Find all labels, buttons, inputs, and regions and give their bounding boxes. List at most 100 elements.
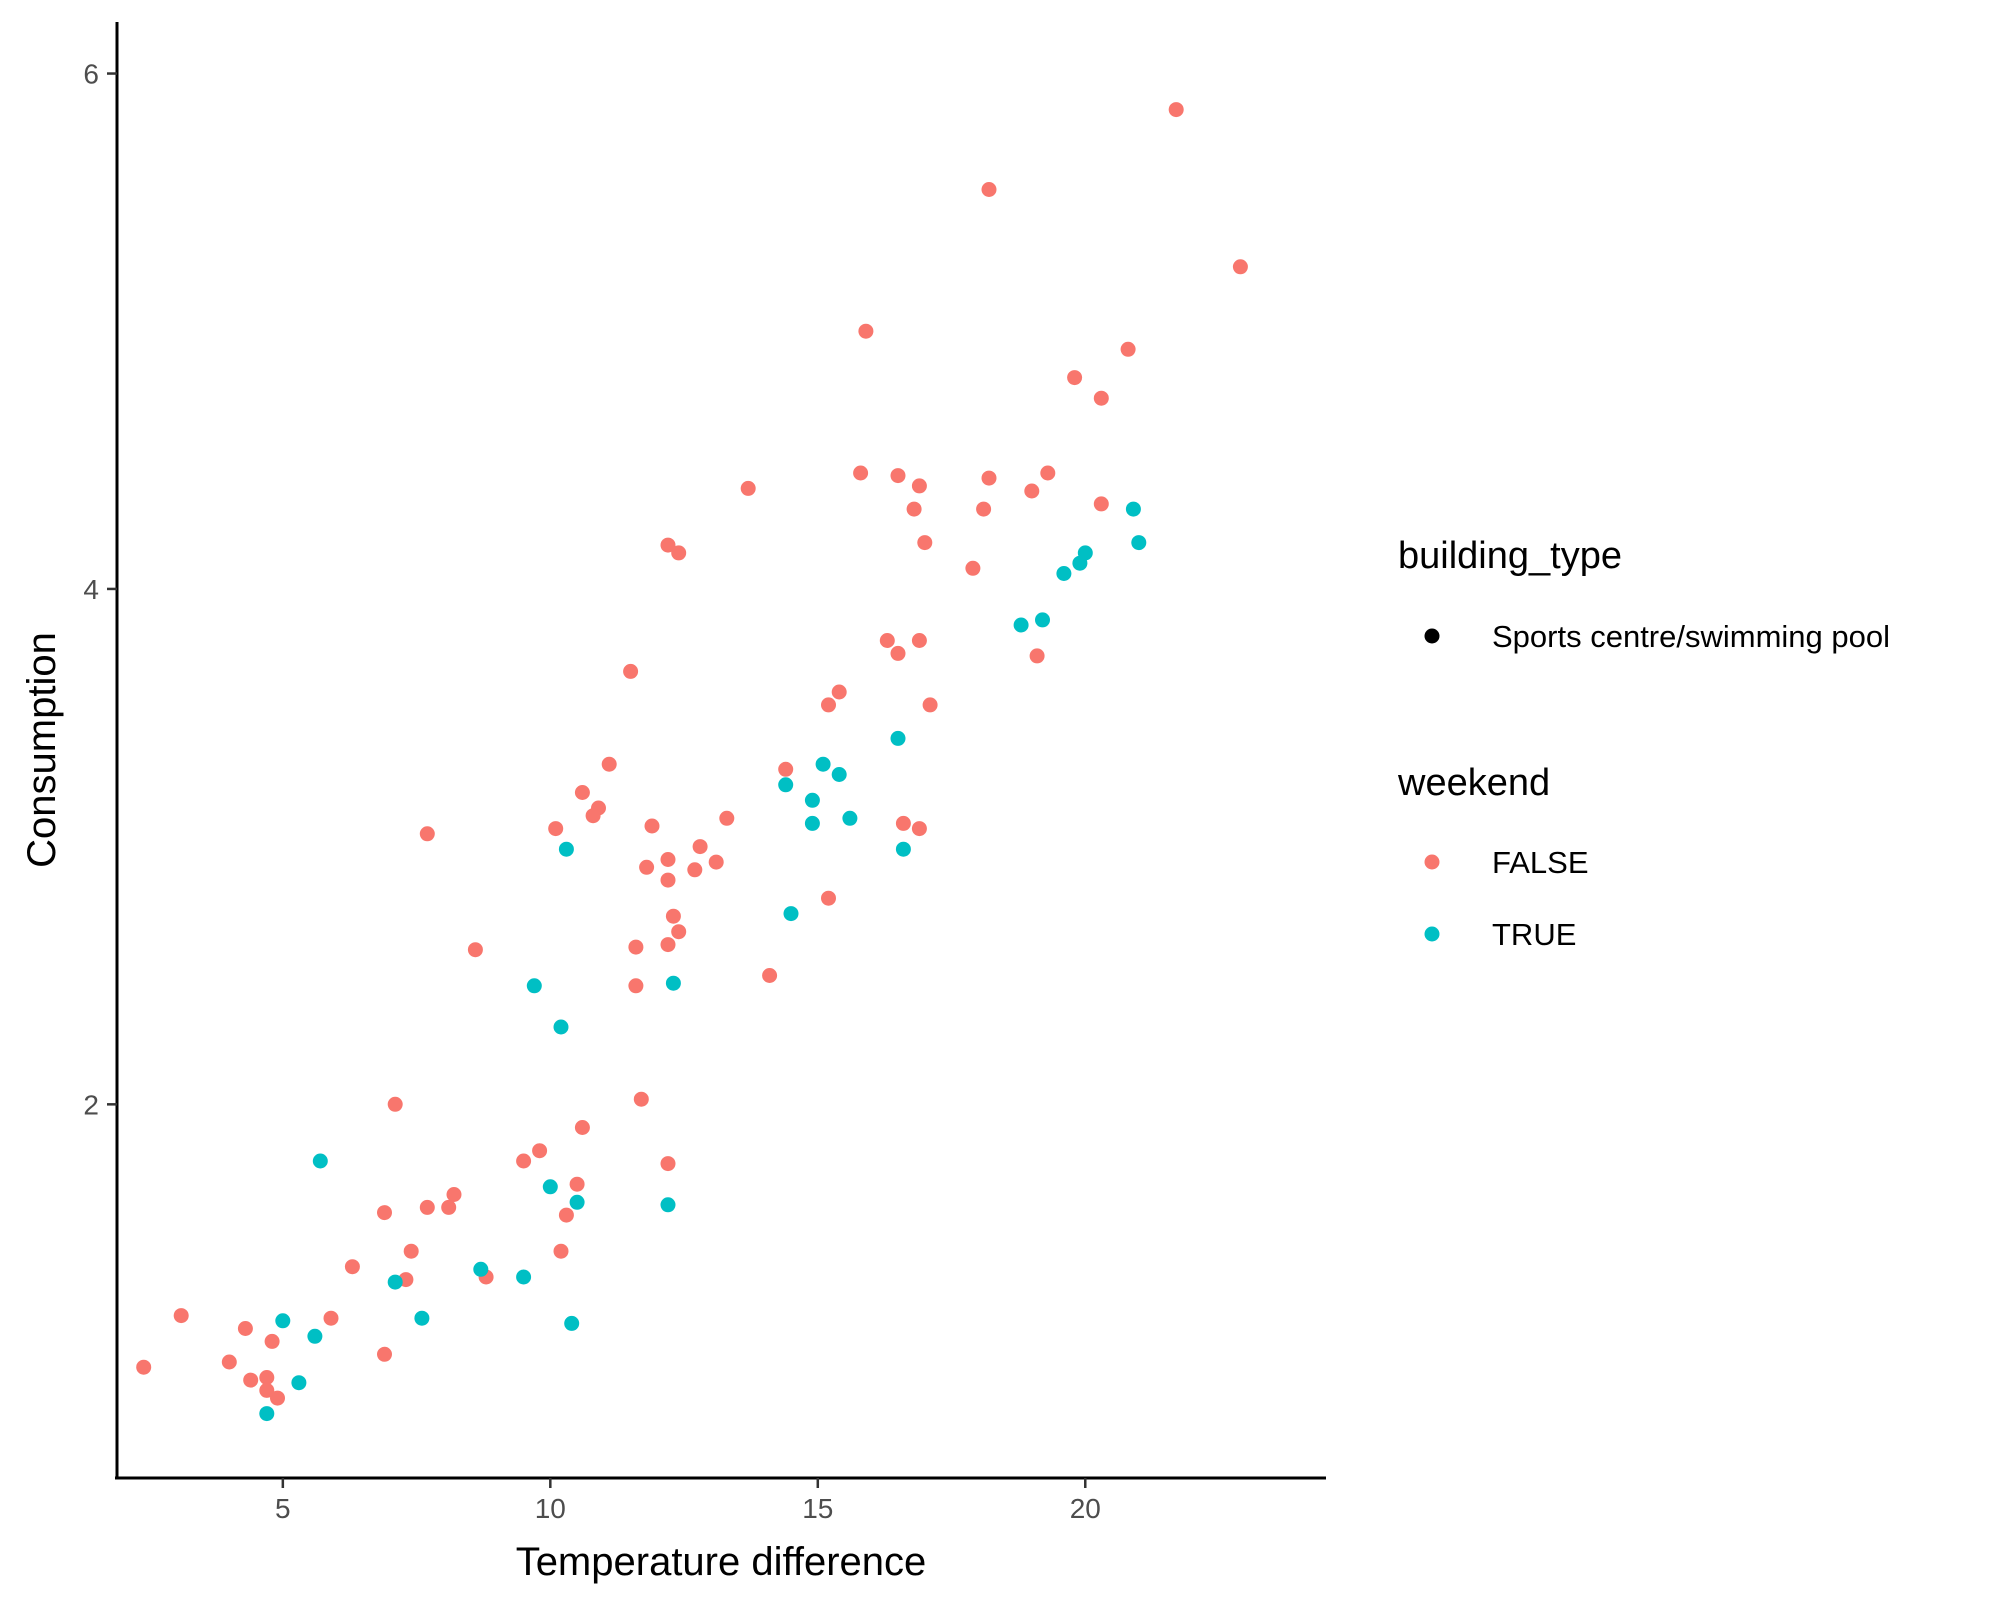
data-point-false-13 — [740, 480, 756, 496]
data-point-false-54 — [633, 1091, 649, 1107]
x-tick-label: 15 — [802, 1493, 833, 1524]
x-axis-title: Temperature difference — [516, 1540, 927, 1584]
data-point-false-30 — [778, 761, 794, 777]
data-point-false-26 — [831, 684, 847, 700]
data-point-false-24 — [1029, 648, 1045, 664]
data-point-true-19 — [553, 1019, 569, 1035]
data-point-false-52 — [762, 968, 778, 983]
data-point-false-50 — [628, 939, 644, 955]
data-point-false-55 — [387, 1096, 403, 1112]
data-point-true-13 — [804, 815, 820, 831]
data-point-false-61 — [446, 1187, 462, 1202]
legend-key-true — [1424, 926, 1440, 942]
data-point-false-4 — [1120, 341, 1136, 357]
data-point-true-32 — [259, 1406, 275, 1422]
data-point-false-19 — [671, 545, 687, 561]
data-point-true-20 — [312, 1153, 328, 1169]
y-tick-label: 4 — [83, 574, 99, 605]
data-point-false-33 — [585, 808, 601, 824]
data-point-true-22 — [569, 1194, 585, 1210]
data-point-false-71 — [173, 1308, 189, 1324]
data-point-false-7 — [853, 465, 869, 481]
data-point-false-73 — [237, 1321, 253, 1336]
data-point-true-12 — [842, 810, 858, 826]
data-point-false-28 — [922, 697, 938, 713]
data-point-false-78 — [243, 1372, 259, 1388]
data-point-false-49 — [467, 942, 483, 958]
data-point-false-53 — [628, 978, 644, 994]
data-point-false-2 — [1232, 259, 1248, 275]
data-point-true-8 — [815, 756, 831, 772]
data-point-false-10 — [1040, 465, 1056, 481]
y-tick-label: 2 — [83, 1089, 99, 1120]
data-point-true-18 — [665, 975, 681, 991]
data-point-false-59 — [660, 1156, 676, 1172]
data-point-false-29 — [601, 756, 617, 772]
data-point-false-65 — [558, 1207, 574, 1223]
data-point-false-43 — [639, 859, 655, 875]
data-point-true-14 — [558, 841, 574, 857]
data-point-false-34 — [719, 810, 735, 826]
data-point-false-6 — [1093, 390, 1109, 406]
data-point-false-20 — [965, 560, 981, 576]
legend-title-weekend: weekend — [1397, 762, 1550, 804]
data-point-false-42 — [708, 854, 724, 870]
legend-label: FALSE — [1492, 845, 1589, 880]
data-point-false-3 — [858, 323, 874, 339]
legend-label: TRUE — [1492, 917, 1576, 952]
data-point-true-28 — [414, 1310, 430, 1326]
data-point-false-68 — [344, 1259, 360, 1275]
data-point-false-40 — [692, 839, 708, 855]
data-point-false-1 — [981, 182, 997, 197]
data-point-true-6 — [1013, 617, 1029, 633]
data-point-false-46 — [821, 890, 836, 906]
legend-key-sports-centre-swimming-pool — [1424, 628, 1440, 644]
data-point-true-17 — [526, 978, 542, 994]
data-point-true-24 — [473, 1261, 489, 1277]
y-tick-label: 6 — [83, 59, 99, 90]
data-point-true-7 — [890, 730, 906, 746]
data-point-true-25 — [516, 1269, 532, 1285]
data-point-false-79 — [259, 1370, 275, 1385]
legend-label: Sports centre/swimming pool — [1492, 619, 1890, 654]
data-point-false-41 — [660, 852, 676, 867]
data-point-false-38 — [895, 815, 911, 831]
data-point-false-14 — [906, 501, 922, 517]
data-point-false-56 — [574, 1120, 590, 1135]
data-point-false-51 — [660, 937, 676, 953]
data-point-false-63 — [441, 1199, 457, 1215]
data-point-false-27 — [821, 697, 836, 713]
data-point-false-81 — [270, 1390, 285, 1406]
data-point-false-18 — [660, 537, 676, 553]
data-point-false-15 — [976, 501, 992, 517]
x-tick-label: 20 — [1070, 1493, 1101, 1524]
data-point-false-35 — [644, 818, 660, 834]
data-point-true-4 — [1056, 566, 1072, 581]
data-point-false-80 — [259, 1382, 275, 1398]
data-point-true-16 — [783, 906, 799, 922]
data-point-false-21 — [879, 633, 895, 648]
data-point-false-31 — [574, 785, 590, 800]
data-point-false-8 — [890, 468, 906, 484]
data-point-false-25 — [623, 663, 639, 679]
y-axis-title: Consumption — [20, 632, 64, 868]
legend-title-building-type: building_type — [1398, 535, 1622, 577]
data-point-true-31 — [291, 1375, 307, 1391]
data-point-false-74 — [264, 1333, 280, 1349]
data-point-false-77 — [221, 1354, 237, 1370]
data-point-true-0 — [1125, 501, 1141, 517]
data-point-false-67 — [553, 1243, 569, 1259]
data-point-false-47 — [665, 908, 681, 924]
y-ticks: 2 4 6 — [83, 59, 117, 1120]
data-point-false-17 — [917, 535, 933, 551]
data-point-true-26 — [387, 1274, 403, 1290]
data-point-false-11 — [911, 478, 927, 494]
data-point-true-1 — [1131, 535, 1147, 551]
data-point-true-3 — [1072, 555, 1088, 571]
data-point-false-22 — [911, 633, 927, 648]
data-point-false-44 — [687, 862, 703, 878]
data-point-false-62 — [419, 1199, 435, 1215]
data-point-false-23 — [890, 645, 906, 661]
data-point-true-21 — [542, 1179, 558, 1195]
